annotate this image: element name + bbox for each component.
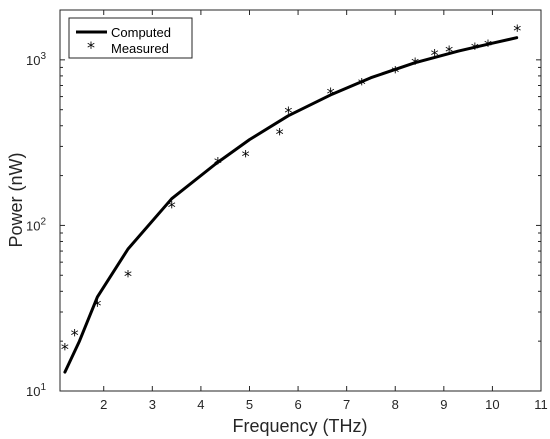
series-line-computed: [63, 36, 519, 374]
legend-label-measured: Measured: [111, 41, 169, 56]
measured-point: *: [391, 63, 399, 82]
legend-box: [68, 17, 193, 59]
x-tick-label: 11: [534, 397, 548, 412]
legend: Computed * Measured: [68, 17, 193, 59]
y-tick-label: 103: [26, 51, 46, 68]
legend-label-computed: Computed: [111, 25, 171, 40]
y-tick-label: 102: [26, 216, 46, 233]
measured-point: *: [168, 198, 176, 217]
x-tick-label: 7: [343, 397, 350, 412]
measured-point: *: [431, 45, 439, 64]
measured-point: *: [327, 84, 335, 103]
x-tick-label: 10: [485, 397, 499, 412]
x-tick-label: 9: [440, 397, 447, 412]
x-axis-label: Frequency (THz): [232, 416, 367, 436]
measured-point: *: [276, 124, 284, 143]
x-axis-ticks: 2 3 4 5 6 7 8 9 10 11: [100, 10, 548, 412]
measured-point: *: [284, 103, 292, 122]
y-axis-label: Power (nW): [6, 152, 26, 247]
x-tick-label: 4: [197, 397, 204, 412]
x-tick-label: 5: [246, 397, 253, 412]
x-tick-label: 8: [392, 397, 399, 412]
measured-point: *: [124, 266, 132, 285]
measured-point: *: [214, 153, 222, 172]
measured-point: *: [358, 74, 366, 93]
measured-point: *: [445, 42, 453, 61]
x-tick-label: 3: [149, 397, 156, 412]
y-tick-label: 101: [26, 382, 46, 399]
measured-point: *: [61, 340, 69, 359]
x-tick-label: 2: [100, 397, 107, 412]
measured-point: *: [411, 54, 419, 73]
measured-point: *: [242, 146, 250, 165]
plot-frame: [59, 9, 542, 392]
series-layer: ****** ****** * * * * **: [61, 21, 521, 374]
measured-point: *: [513, 21, 521, 40]
measured-point: *: [471, 39, 479, 58]
x-tick-label: 6: [294, 397, 301, 412]
measured-point: *: [93, 296, 101, 315]
y-axis-ticks: 101 102 103: [26, 9, 541, 399]
measured-point: *: [484, 36, 492, 55]
legend-marker-measured: *: [87, 38, 95, 57]
measured-point: *: [71, 325, 79, 344]
